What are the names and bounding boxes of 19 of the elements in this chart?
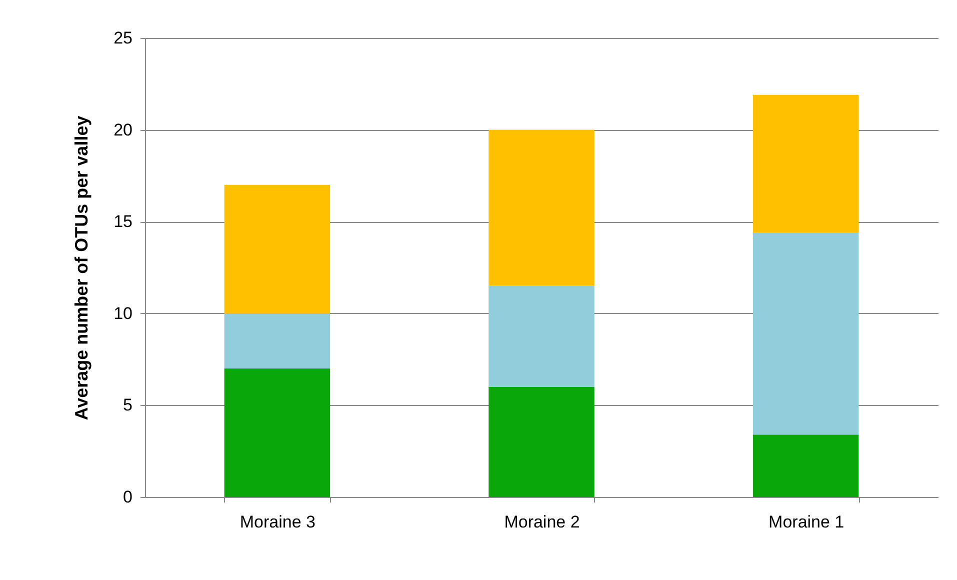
y-tick-label: 15 [114, 212, 132, 232]
y-axis-title: Average number of OTUs per valley [72, 116, 92, 420]
bar [224, 184, 330, 314]
bar [224, 368, 330, 497]
y-tick-label: 5 [123, 396, 132, 415]
bar [488, 130, 594, 286]
bar [752, 94, 859, 233]
bar [488, 286, 594, 387]
x-tick-label: Moraine 3 [240, 512, 316, 532]
x-tick-label: Moraine 1 [768, 512, 844, 532]
bar [488, 386, 594, 497]
bar [224, 313, 330, 368]
y-tick-label: 0 [123, 488, 132, 506]
y-tick-label: 25 [114, 28, 132, 48]
bar [752, 434, 859, 497]
bar [752, 232, 859, 435]
y-tick-label: 10 [114, 304, 132, 323]
x-tick-label: Moraine 2 [504, 512, 580, 532]
y-tick-label: 20 [114, 120, 132, 140]
